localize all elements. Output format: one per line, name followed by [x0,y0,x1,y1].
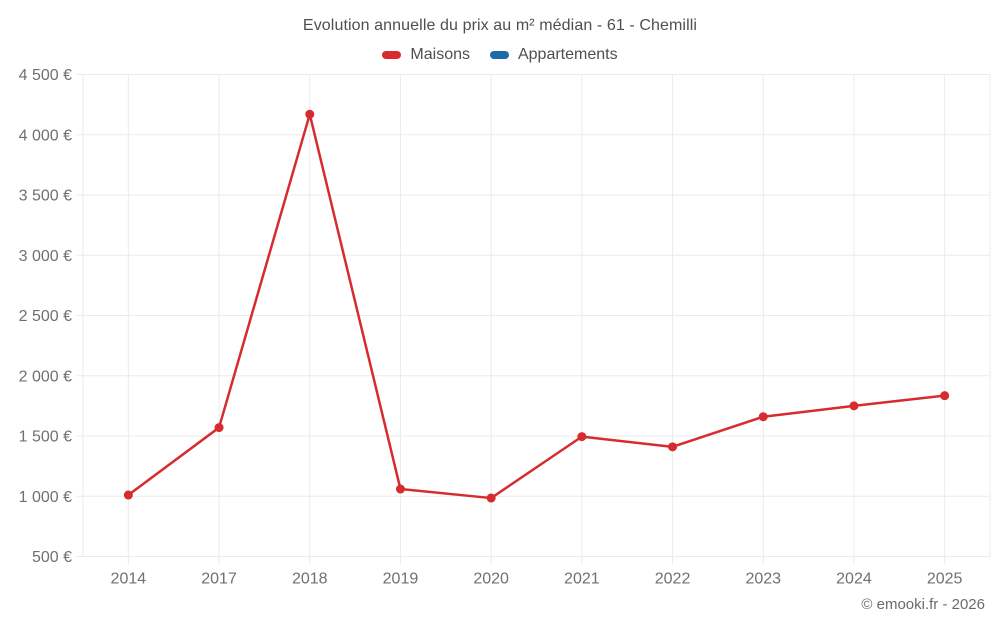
y-tick-label: 1 000 € [19,489,72,506]
maisons-point-2019[interactable] [395,484,405,494]
x-tick-label: 2025 [927,571,963,588]
x-tick-label: 2021 [564,571,600,588]
maisons-point-2020[interactable] [486,493,496,503]
legend-label-appartements: Appartements [517,46,618,63]
x-tick-label: 2023 [745,571,781,588]
chart-title: Evolution annuelle du prix au m² médian … [302,17,698,34]
maisons-point-2024[interactable] [849,401,859,411]
maisons-point-2018[interactable] [305,109,315,119]
x-tick-label: 2018 [292,571,328,588]
maisons-point-2025[interactable] [940,391,950,401]
legend-item-maisons[interactable]: Maisons [382,46,470,64]
maisons-point-2022[interactable] [668,442,678,452]
y-tick-label: 3 000 € [19,248,72,265]
legend-label-maisons: Maisons [410,46,470,63]
maisons-point-2017[interactable] [214,423,224,433]
maisons-color-swatch [382,51,402,59]
maisons-point-2014[interactable] [123,490,133,500]
x-tick-label: 2014 [111,571,147,588]
y-tick-label: 1 500 € [19,429,72,446]
x-tick-label: 2020 [473,571,509,588]
y-tick-label: 2 000 € [19,368,72,385]
y-tick-label: 3 500 € [19,188,72,205]
x-tick-label: 2024 [836,571,872,588]
y-tick-label: 4 500 € [19,67,72,84]
maisons-line [127,113,946,500]
maisons-point-2023[interactable] [758,412,768,422]
copyright-text: © emooki.fr - 2026 [861,596,985,613]
chart-legend: Maisons Appartements [0,46,1000,64]
x-tick-label: 2017 [201,571,237,588]
y-tick-label: 4 000 € [19,127,72,144]
maisons-point-2021[interactable] [577,432,587,442]
legend-item-appartements[interactable]: Appartements [489,46,618,64]
x-tick-label: 2019 [383,571,419,588]
x-tick-label: 2022 [655,571,691,588]
y-tick-label: 500 € [32,549,72,566]
y-tick-label: 2 500 € [19,308,72,325]
appartements-color-swatch [489,51,509,59]
